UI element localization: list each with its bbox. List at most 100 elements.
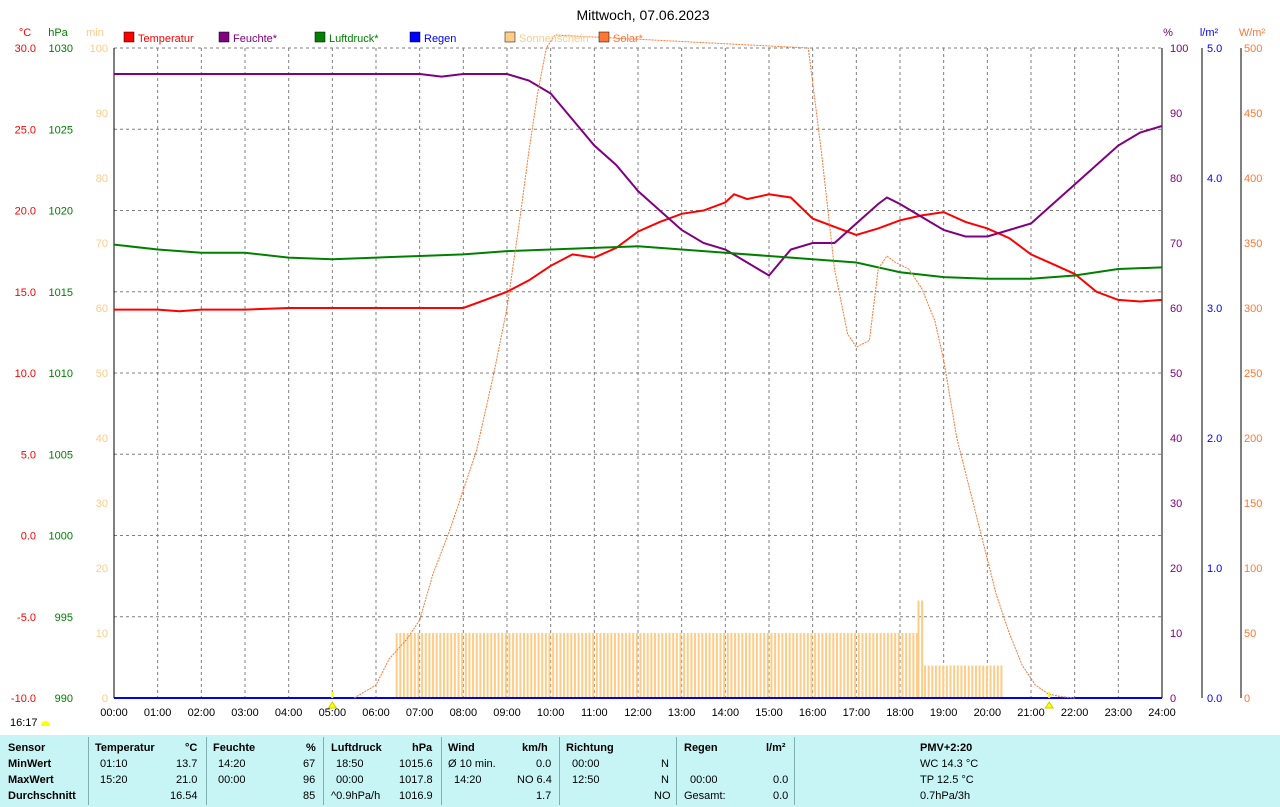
- sunshine-bar: [464, 633, 467, 698]
- pressure-tick-label: 990: [55, 693, 73, 705]
- direction-max-time: 12:50: [572, 774, 600, 786]
- sunshine-bar: [993, 665, 996, 698]
- sunshine-bar: [690, 633, 693, 698]
- pressure-unit: hPa: [412, 742, 433, 754]
- sunshine-bar: [475, 633, 478, 698]
- current-time-label: 16:17: [10, 717, 50, 729]
- sunshine-bar: [708, 633, 711, 698]
- temperature-tick-label: 0.0: [21, 531, 36, 543]
- sunshine-tick-label: 30: [96, 498, 108, 510]
- pressure-tick-label: 1020: [49, 206, 73, 218]
- current-time-value: 16:17: [10, 717, 38, 729]
- pressure-header: Luftdruck: [331, 742, 382, 754]
- sunshine-bar: [924, 665, 927, 698]
- sunshine-bar: [417, 633, 420, 698]
- x-tick-label: 04:00: [275, 707, 303, 719]
- wind-max-value: NO 6.4: [517, 774, 552, 786]
- sunshine-bar: [755, 633, 758, 698]
- sunshine-bar: [515, 633, 518, 698]
- humidity-tick-label: 30: [1170, 498, 1182, 510]
- footer-divider: [559, 737, 560, 805]
- sunshine-bar: [410, 633, 413, 698]
- sunshine-bar: [843, 633, 846, 698]
- x-tick-label: 23:00: [1105, 707, 1133, 719]
- sunshine-bar: [1000, 665, 1003, 698]
- solar-tick-label: 200: [1244, 433, 1262, 445]
- pressure-tick-label: 1025: [49, 124, 73, 136]
- sunshine-bar: [432, 633, 435, 698]
- sunshine-bar: [766, 633, 769, 698]
- sunshine-bar: [953, 665, 956, 698]
- solar-tick-label: 400: [1244, 173, 1262, 185]
- sunshine-bar: [635, 633, 638, 698]
- sunshine-bar: [661, 633, 664, 698]
- sunshine-bar: [777, 633, 780, 698]
- sunshine-bar: [548, 633, 551, 698]
- wind-max-time: 14:20: [454, 774, 482, 786]
- direction-header: Richtung: [566, 742, 614, 754]
- pressure-tick-label: 1015: [49, 287, 73, 299]
- sensor-row-max: MaxWert: [8, 774, 54, 786]
- sunshine-bar: [865, 633, 868, 698]
- sunshine-bar: [632, 633, 635, 698]
- sunshine-bar: [424, 633, 427, 698]
- rain-tick-label: 4.0: [1207, 173, 1222, 185]
- pmv-header: PMV+2:20: [920, 742, 973, 754]
- sunshine-bar: [472, 633, 475, 698]
- footer-divider: [676, 737, 677, 805]
- humidity-min-value: 67: [303, 758, 316, 770]
- sunshine-bars: [395, 600, 1003, 698]
- rain-unit: l/m²: [766, 742, 786, 754]
- sunshine-tick-label: 10: [96, 628, 108, 640]
- sunshine-tick-label: 70: [96, 238, 108, 250]
- sunshine-bar: [821, 633, 824, 698]
- rain-max-value: 0.0: [773, 774, 789, 786]
- sunshine-bar: [603, 633, 606, 698]
- sunshine-bar: [530, 633, 533, 698]
- pressure-line: [113, 243, 1163, 280]
- sunshine-bar: [541, 633, 544, 698]
- sunset-marker: [1044, 701, 1055, 709]
- sun-icon: [40, 720, 50, 726]
- temperature-unit-label: °C: [19, 27, 31, 39]
- sunshine-bar: [421, 633, 424, 698]
- sunshine-bar: [639, 633, 642, 698]
- sunshine-bar: [566, 633, 569, 698]
- axes: 30.025.020.015.010.05.00.0-5.0-10.010301…: [11, 27, 1266, 719]
- legend-label-pressure: Luftdruck*: [329, 33, 379, 45]
- temperature-min-value: 13.7: [176, 758, 198, 770]
- solar-tick-label: 500: [1244, 43, 1262, 55]
- sunshine-bar: [832, 633, 835, 698]
- sunshine-bar: [931, 665, 934, 698]
- sunshine-bar: [599, 633, 602, 698]
- sunshine-bar: [839, 633, 842, 698]
- x-tick-label: 21:00: [1017, 707, 1045, 719]
- pressure-max-time: 00:00: [336, 774, 364, 786]
- sunshine-bar: [497, 633, 500, 698]
- sunshine-bar: [570, 633, 573, 698]
- sunshine-bar: [982, 665, 985, 698]
- temperature-max-time: 15:20: [100, 774, 128, 786]
- sunshine-bar: [763, 633, 766, 698]
- sensor-header: Sensor: [8, 742, 46, 754]
- sunshine-bar: [413, 633, 416, 698]
- rain-tick-label: 2.0: [1207, 433, 1222, 445]
- legend-swatch-pressure: [314, 31, 326, 43]
- sunshine-bar: [872, 633, 875, 698]
- legend-label-temperature: Temperatur: [138, 33, 194, 45]
- humidity-unit-label: %: [1163, 27, 1173, 39]
- humidity-unit: %: [306, 742, 316, 754]
- sunshine-bar: [628, 633, 631, 698]
- sunshine-bar: [650, 633, 653, 698]
- temperature-tick-label: 10.0: [15, 368, 36, 380]
- humidity-header: Feuchte: [213, 742, 256, 754]
- sunshine-bar: [442, 633, 445, 698]
- pressure-tick-label: 1010: [49, 368, 73, 380]
- temperature-line: [114, 193, 1163, 313]
- sunshine-bar: [945, 665, 948, 698]
- humidity-max-time: 00:00: [218, 774, 246, 786]
- legend: Temperatur Feuchte* Luftdruck* Regen Sonnens…: [123, 31, 644, 45]
- wind-unit: km/h: [522, 742, 548, 754]
- sunshine-bar: [577, 633, 580, 698]
- x-tick-label: 00:00: [100, 707, 128, 719]
